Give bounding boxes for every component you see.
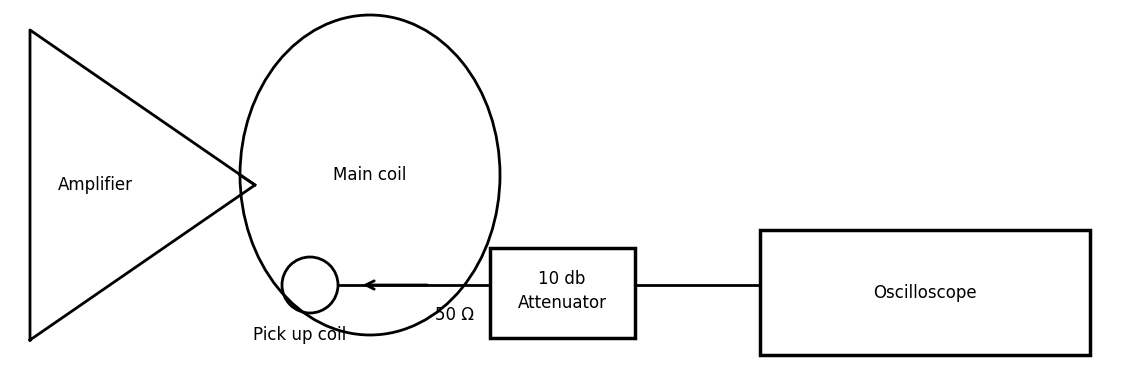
Text: 10 db: 10 db (538, 270, 586, 288)
Text: 50 Ω: 50 Ω (435, 306, 474, 324)
Text: Main coil: Main coil (333, 166, 407, 184)
Bar (760, 230, 1090, 355)
Text: Pick up coil: Pick up coil (253, 326, 347, 344)
Text: Attenuator: Attenuator (518, 294, 606, 312)
Text: Amplifier: Amplifier (57, 176, 132, 194)
Text: Oscilloscope: Oscilloscope (873, 284, 977, 302)
Bar (490, 248, 635, 338)
